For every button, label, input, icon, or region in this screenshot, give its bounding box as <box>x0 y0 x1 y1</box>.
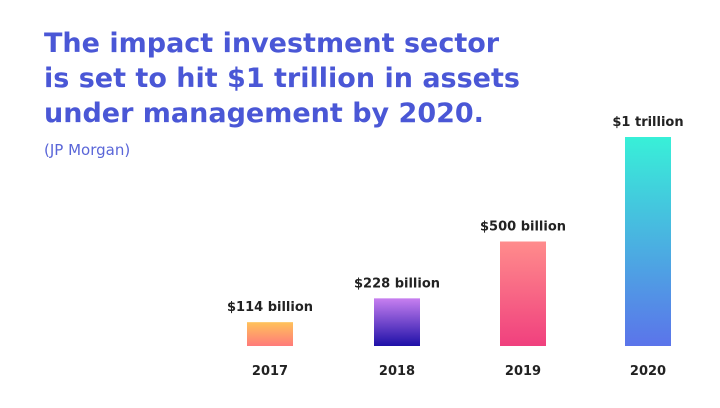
x-tick-label-2017: 2017 <box>252 364 288 379</box>
data-label-2020: $1 trillion <box>612 115 683 130</box>
x-tick-label-2018: 2018 <box>379 364 415 379</box>
data-label-2019: $500 billion <box>480 220 566 235</box>
x-tick-label-2020: 2020 <box>630 364 666 379</box>
headline-line-2: is set to hit $1 trillion in assets <box>44 63 520 94</box>
bar-2019 <box>500 241 546 346</box>
chart-headline: The impact investment sector is set to h… <box>44 26 520 131</box>
bar-2018 <box>374 298 420 346</box>
headline-line-3: under management by 2020. <box>44 98 484 129</box>
x-tick-label-2019: 2019 <box>505 364 541 379</box>
headline-line-1: The impact investment sector <box>44 28 500 59</box>
data-label-2017: $114 billion <box>227 300 313 315</box>
bar-2017 <box>247 322 293 346</box>
data-label-2018: $228 billion <box>354 276 440 291</box>
source-note: (JP Morgan) <box>44 141 131 159</box>
bar-2020 <box>625 137 671 346</box>
